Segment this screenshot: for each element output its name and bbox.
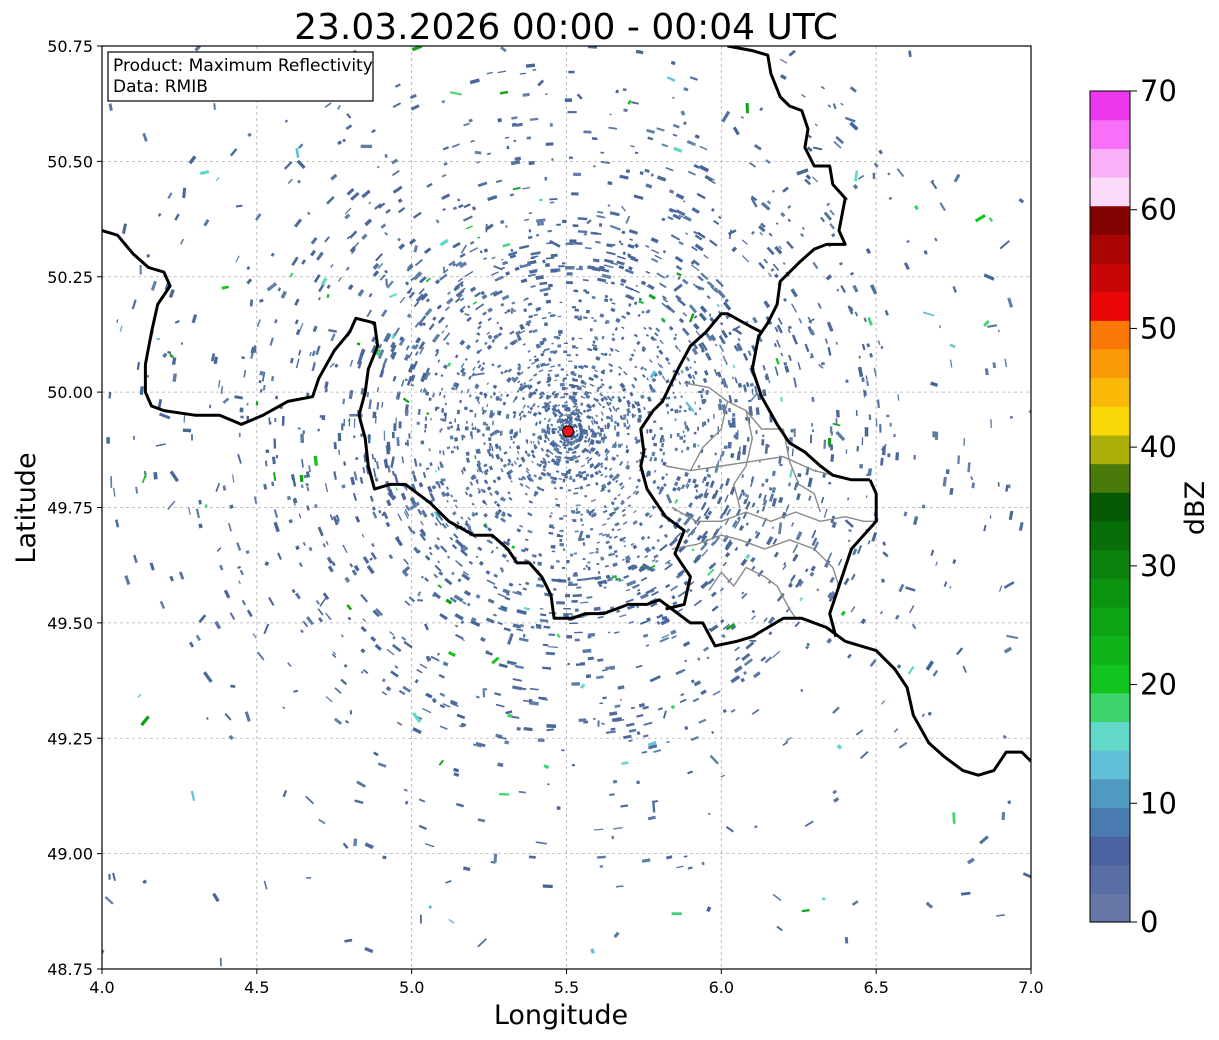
region-border	[671, 506, 877, 522]
colorbar-band	[1090, 91, 1130, 121]
colorbar-tick-label: 50	[1140, 311, 1177, 345]
x-tick-label: 4.5	[244, 978, 269, 997]
region-border	[684, 382, 784, 430]
region-border	[671, 534, 840, 587]
colorbar-band	[1090, 148, 1130, 178]
colorbar-tick-label: 40	[1140, 430, 1177, 464]
y-axis-ticks: 48.75 49.00 49.25 49.50 49.75 50.00 50.25 50.50…	[47, 37, 102, 979]
country-border	[639, 46, 847, 611]
colorbar-band	[1090, 406, 1130, 436]
x-axis-label: Longitude	[494, 1000, 628, 1031]
colorbar-band	[1090, 721, 1130, 751]
legend-data-source: Data: RMIB	[113, 77, 208, 97]
y-tick-label: 50.00	[47, 383, 93, 402]
product-legend-box: Product: Maximum Reflectivity Data: RMIB	[107, 51, 374, 102]
x-tick-label: 6.0	[709, 978, 734, 997]
y-tick-label: 49.00	[47, 845, 93, 864]
colorbar-tick-label: 70	[1140, 74, 1177, 108]
colorbar-band	[1090, 778, 1130, 808]
colorbar-band	[1090, 205, 1130, 235]
x-tick-label: 5.5	[554, 978, 579, 997]
radar-site-marker	[562, 425, 575, 438]
country-border	[102, 229, 1031, 777]
colorbar-band	[1090, 864, 1130, 894]
colorbar-frame	[1089, 90, 1131, 923]
colorbar-tick-label: 20	[1140, 668, 1177, 702]
colorbar-band	[1090, 606, 1130, 637]
colorbar-tick-label: 60	[1140, 193, 1177, 227]
colorbar-tick-label: 0	[1140, 905, 1158, 939]
x-axis-ticks: 4.0 4.5 5.0 5.5 6.0 6.5 7.0	[89, 969, 1044, 997]
country-border	[828, 479, 878, 638]
legend-product: Product: Maximum Reflectivity	[113, 56, 373, 76]
region-border	[733, 410, 753, 508]
colorbar-bands	[1090, 91, 1130, 923]
colorbar-band	[1090, 348, 1130, 379]
colorbar-band	[1090, 635, 1130, 665]
y-tick-label: 50.25	[47, 268, 93, 287]
colorbar-band	[1090, 291, 1130, 321]
colorbar-band	[1090, 492, 1130, 522]
colorbar-band	[1090, 578, 1130, 608]
region-border	[689, 401, 729, 471]
x-tick-label: 5.0	[399, 978, 424, 997]
colorbar-band	[1090, 262, 1130, 293]
map-plot-area: Product: Maximum Reflectivity Data: RMIB	[101, 45, 1032, 970]
region-border	[708, 566, 797, 619]
colorbar-band	[1090, 549, 1130, 579]
x-tick-label: 7.0	[1018, 978, 1043, 997]
colorbar-band	[1090, 807, 1130, 837]
colorbar-tick-label: 10	[1140, 786, 1177, 820]
colorbar-band	[1090, 664, 1130, 694]
map-title: 23.03.2026 00:00 - 00:04 UTC	[294, 7, 838, 48]
colorbar-band	[1090, 434, 1130, 465]
colorbar-band	[1090, 320, 1130, 350]
colorbar-band	[1090, 234, 1130, 264]
colorbar-band	[1090, 750, 1130, 780]
y-tick-label: 50.50	[47, 152, 93, 171]
colorbar-band	[1090, 836, 1130, 866]
x-tick-label: 4.0	[89, 978, 114, 997]
border-lines	[102, 46, 1031, 777]
colorbar-band	[1090, 176, 1130, 207]
colorbar-band	[1090, 463, 1130, 493]
y-tick-label: 49.25	[47, 729, 93, 748]
country-border	[750, 331, 870, 482]
colorbar-tick-label: 30	[1140, 549, 1177, 583]
colorbar-band	[1090, 893, 1130, 923]
radar-echoes	[102, 46, 1031, 967]
colorbar: 0 10 20 30 40 50 60 70 dBZ	[1089, 74, 1211, 939]
colorbar-band	[1090, 520, 1130, 551]
y-axis-label: Latitude	[11, 452, 42, 563]
colorbar-ticks: 0 10 20 30 40 50 60 70	[1130, 74, 1177, 939]
colorbar-label: dBZ	[1180, 481, 1211, 535]
colorbar-band	[1090, 692, 1130, 723]
region-border	[782, 428, 822, 513]
y-tick-label: 49.75	[47, 499, 93, 518]
colorbar-band	[1090, 377, 1130, 407]
y-tick-label: 50.75	[47, 37, 93, 56]
y-tick-label: 49.50	[47, 614, 93, 633]
y-tick-label: 48.75	[47, 960, 93, 979]
x-tick-label: 6.5	[863, 978, 888, 997]
colorbar-band	[1090, 119, 1130, 149]
